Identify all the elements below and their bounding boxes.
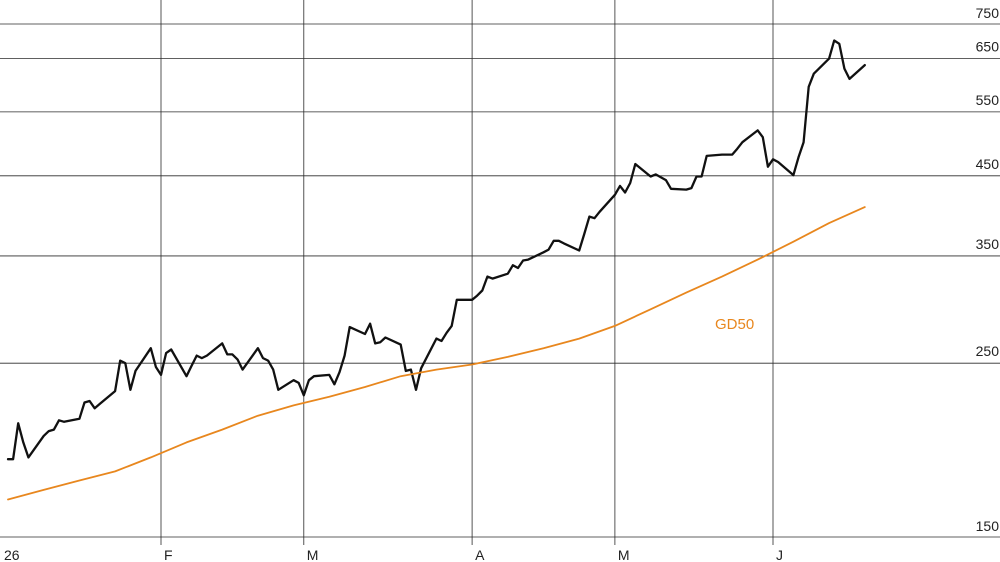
x-tick-label-0: 26 — [4, 547, 20, 562]
tick-label-layer: 150 250 350 450 550 650 750 26 F M A M J — [4, 5, 999, 562]
gd50-series-line — [7, 206, 866, 501]
y-tick-label-150: 150 — [976, 518, 1000, 534]
x-tick-label-3: A — [475, 547, 485, 562]
y-tick-label-550: 550 — [976, 92, 1000, 108]
gd50-series-label: GD50 — [715, 316, 754, 333]
x-tick-label-1: F — [164, 547, 173, 562]
x-tick-label-4: M — [618, 547, 630, 562]
y-tick-label-450: 450 — [976, 156, 1000, 172]
grid-layer — [0, 0, 1000, 545]
price-series-line — [6, 39, 866, 461]
x-tick-label-5: J — [776, 547, 783, 562]
y-tick-label-650: 650 — [976, 39, 1000, 55]
y-tick-label-750: 750 — [976, 5, 1000, 21]
series-layer — [6, 39, 866, 501]
y-tick-label-250: 250 — [976, 343, 1000, 359]
x-tick-label-2: M — [307, 547, 319, 562]
y-tick-label-350: 350 — [976, 236, 1000, 252]
